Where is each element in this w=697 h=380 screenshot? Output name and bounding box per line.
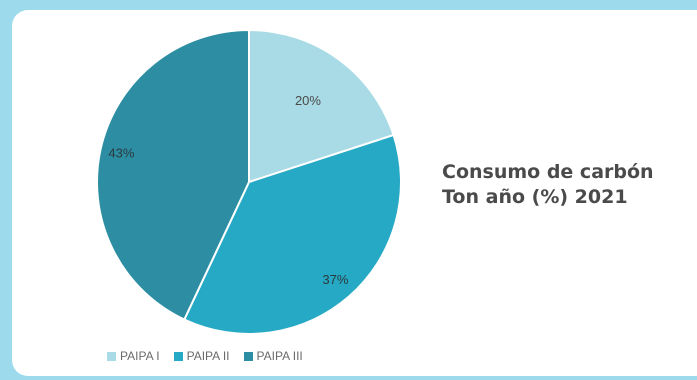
legend-swatch-paipa-iii	[243, 351, 253, 361]
pie-slice-paipa-i	[248, 28, 395, 184]
legend-swatch-paipa-ii	[173, 351, 183, 361]
chart-title-line-2: Ton año (%) 2021	[442, 186, 628, 208]
legend-item-paipa-ii: PAIPA II	[173, 349, 230, 363]
pie-slice-paipa-ii	[182, 133, 402, 335]
chart-legend: PAIPA I PAIPA II PAIPA III	[107, 349, 303, 363]
pie-label-paipa-i: 20%	[295, 93, 321, 108]
pie-chart: 20% 37% 43%	[96, 28, 402, 335]
chart-card: 20% 37% 43% Consumo de carbón Ton año (%) …	[12, 10, 697, 376]
pie-slice-paipa-iii	[96, 28, 250, 321]
legend-swatch-paipa-i	[107, 351, 116, 361]
chart-title-line-1: Consumo de carbón	[442, 161, 654, 183]
chart-title: Consumo de carbón Ton año (%) 2021	[442, 160, 654, 210]
pie-label-paipa-ii: 37%	[322, 272, 348, 287]
legend-label-paipa-iii: PAIPA III	[256, 349, 303, 363]
legend-item-paipa-iii: PAIPA III	[243, 349, 303, 363]
pie-label-paipa-iii: 43%	[108, 145, 134, 160]
legend-label-paipa-i: PAIPA I	[120, 349, 160, 363]
legend-label-paipa-ii: PAIPA II	[186, 349, 230, 363]
legend-item-paipa-i: PAIPA I	[107, 349, 160, 363]
